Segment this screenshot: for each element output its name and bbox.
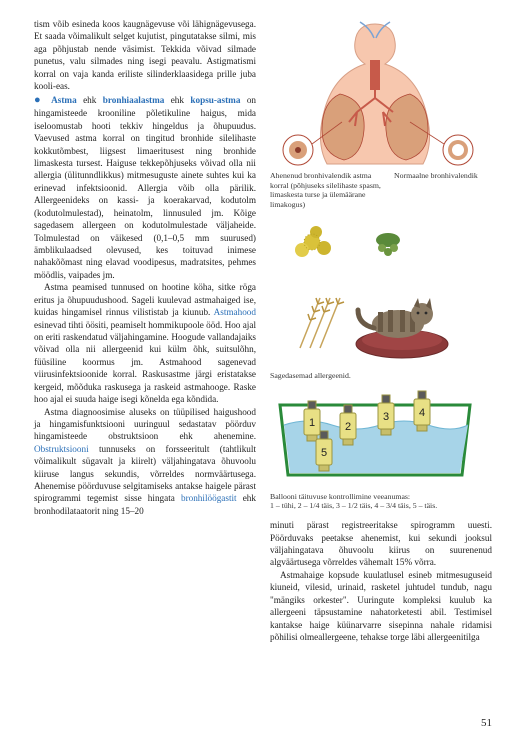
entry-title: Astma <box>51 95 77 105</box>
linked-term: bronhilöögastit <box>181 493 237 503</box>
paragraph: minuti pärast registreeritakse spirogram… <box>270 519 492 569</box>
paragraph: Astma peamised tunnused on hootine köha,… <box>34 281 256 405</box>
balloon-illustration: 1 2 3 4 5 <box>270 389 480 489</box>
figure-bronchi: Ahenenud bronhivalendik astma korral (põ… <box>270 18 492 210</box>
paragraph: ● Astma ehk bronhiaalastma ehk kopsu-ast… <box>34 93 256 282</box>
paragraph: Astma diagnoosimise aluseks on tüüpilise… <box>34 406 256 518</box>
text: Ballooni täituvuse kontrollimine veeanum… <box>270 492 410 501</box>
text: 1 – tühi, 2 – 1/4 täis, 3 – 1/2 täis, 4 … <box>270 501 437 510</box>
page-number: 51 <box>481 716 492 731</box>
figure-balloon: 1 2 3 4 5 Ballooni täituvuse kontrollimi… <box>270 389 492 511</box>
paragraph: tism võib esineda koos kaugnägevuse või … <box>34 18 256 93</box>
text: on hingamisteede krooniline põletikuline… <box>34 95 256 280</box>
entry-synonym: bronhiaalastma <box>103 95 165 105</box>
label-3: 3 <box>383 411 389 423</box>
caption-balloon: Ballooni täituvuse kontrollimine veeanum… <box>270 492 492 511</box>
label-4: 4 <box>419 407 425 419</box>
text: esinevad tihti öösiti, peamiselt hommiku… <box>34 320 256 405</box>
caption-allergens: Sagedasemad allergeenid. <box>270 371 492 381</box>
caption-normal: Normaalne bronhivalendik <box>394 171 492 181</box>
right-text: minuti pärast registreeritakse spirogram… <box>270 519 492 643</box>
allergens-illustration <box>270 218 480 368</box>
entry-synonym: kopsu-astma <box>190 95 240 105</box>
text: ehk <box>164 95 190 105</box>
bronchi-illustration <box>270 18 480 168</box>
label-5: 5 <box>321 447 327 459</box>
label-1: 1 <box>309 417 315 429</box>
label-2: 2 <box>345 421 351 433</box>
linked-term: Astmahood <box>214 307 256 317</box>
paragraph: Astmahaige kopsude kuulatlusel esineb mi… <box>270 569 492 644</box>
text: ehk <box>77 95 103 105</box>
linked-term: Obstruktsiooni <box>34 444 89 454</box>
bullet-icon: ● <box>34 94 45 106</box>
caption-narrowed: Ahenenud bronhivalendik astma korral (põ… <box>270 171 388 210</box>
figure-allergens: Sagedasemad allergeenid. <box>270 218 492 381</box>
right-column: Ahenenud bronhivalendik astma korral (põ… <box>270 18 492 643</box>
text: Astma diagnoosimise aluseks on tüüpilise… <box>34 407 256 442</box>
left-column: tism võib esineda koos kaugnägevuse või … <box>34 18 256 643</box>
